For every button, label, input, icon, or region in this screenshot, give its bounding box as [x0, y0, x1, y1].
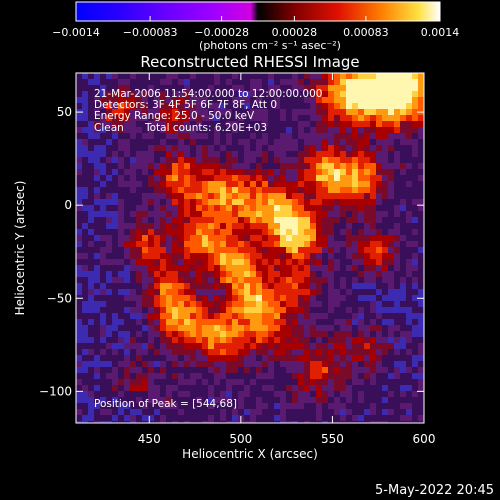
- annotation-total-counts: Total counts: 6.20E+03: [144, 122, 267, 134]
- colorbar-tick-label: 0.00028: [272, 26, 318, 39]
- colorbar-tick-label: −0.00028: [194, 26, 249, 39]
- plot-frame: [75, 72, 425, 424]
- reconstructed-image: [76, 73, 424, 423]
- annotation-time-range: 21-Mar-2006 11:54:00.000 to 12:00:00.000: [94, 88, 322, 100]
- colorbar-ticks: −0.0014 −0.00083 −0.00028 0.00028 0.00083 0.0…: [52, 16, 459, 39]
- x-tick-label: 450: [138, 432, 161, 446]
- y-tick-label: −100: [39, 384, 72, 398]
- colorbar-tick-label: −0.0014: [52, 26, 100, 39]
- y-tick-label: 50: [57, 105, 72, 119]
- footer-date: 5-May-2022 20:45: [375, 483, 494, 498]
- colorbar-units-label: (photons cm⁻² s⁻¹ asec⁻²): [199, 39, 341, 52]
- annotation-energy-range: Energy Range: 25.0 - 50.0 keV: [94, 110, 255, 122]
- x-axis-ticks: 450 500 550 600: [138, 73, 436, 446]
- annotation-detectors: Detectors: 3F 4F 5F 6F 7F 8F, Att 0: [94, 99, 277, 111]
- colorbar-tick-label: −0.00083: [123, 26, 178, 39]
- x-axis-label: Heliocentric X (arcsec): [182, 447, 318, 461]
- plot-title: Reconstructed RHESSI Image: [140, 53, 359, 71]
- y-axis-ticks: 50 0 −50 −100: [39, 105, 424, 398]
- y-tick-label: 0: [64, 198, 72, 212]
- annotation-peak-position: Position of Peak = [544,68]: [94, 398, 237, 410]
- colorbar-tick-label: 0.0014: [421, 26, 460, 39]
- x-tick-label: 550: [321, 432, 344, 446]
- x-tick-label: 500: [229, 432, 252, 446]
- colorbar-tick-label: 0.00083: [343, 26, 389, 39]
- x-tick-label: 600: [413, 432, 436, 446]
- annotation-clean: Clean: [94, 122, 124, 134]
- colorbar: [75, 1, 441, 22]
- y-tick-label: −50: [47, 291, 72, 305]
- y-axis-label: Heliocentric Y (arcsec): [13, 181, 27, 316]
